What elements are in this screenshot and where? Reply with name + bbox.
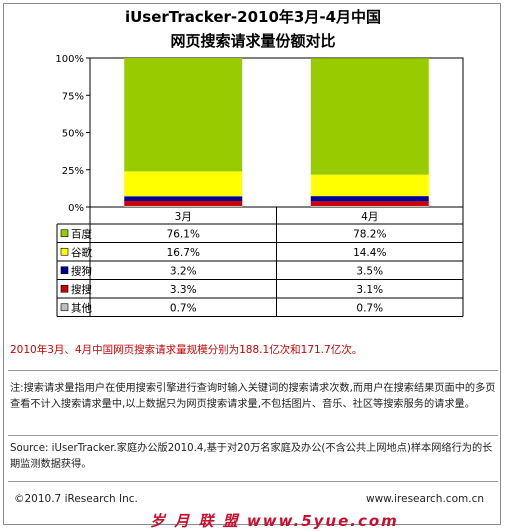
- bar-segment: [310, 201, 429, 206]
- y-tick-label: 75%: [62, 91, 84, 102]
- legend-swatch: [60, 284, 69, 293]
- divider: [8, 370, 498, 371]
- data-label: 16.7%: [167, 247, 200, 259]
- y-tick-label: 0%: [68, 203, 84, 214]
- bar-series: [124, 58, 429, 207]
- bar-segment: [124, 196, 243, 202]
- scale-note: 2010年3月、4月中国网页搜索请求量规模分别为188.1亿次和171.7亿次。: [10, 344, 363, 356]
- watermark: 岁 月 联 盟 www.5yue.com: [150, 512, 399, 530]
- data-label: 14.4%: [353, 247, 386, 259]
- bar-segment: [310, 174, 429, 197]
- y-tick-label: 50%: [62, 129, 84, 140]
- y-tick-label: 100%: [55, 54, 84, 65]
- bar-segment: [124, 201, 243, 206]
- y-tick-label: 25%: [62, 166, 84, 177]
- series-name: 百度: [71, 227, 92, 240]
- legend-swatch: [60, 266, 69, 275]
- data-label: 76.1%: [167, 228, 200, 240]
- divider: [8, 481, 498, 482]
- chart-title-line2: 网页搜索请求量份额对比: [170, 32, 336, 50]
- bar-segment: [310, 58, 429, 175]
- data-label: 0.7%: [356, 302, 383, 314]
- definition-note: 注:搜索请求量指用户在使用搜索引擎进行查询时输入关键词的搜索请求次数,而用户在搜…: [10, 383, 496, 410]
- footer-url: www.iresearch.com.cn: [365, 493, 484, 505]
- data-label: 0.7%: [170, 302, 197, 314]
- data-label: 3.5%: [356, 265, 383, 277]
- legend-swatch: [60, 247, 69, 256]
- series-name: 谷歌: [71, 246, 92, 259]
- bar-segment: [310, 196, 429, 202]
- data-label: 78.2%: [353, 228, 386, 240]
- data-label: 3.3%: [170, 284, 197, 296]
- bar-segment: [124, 58, 243, 172]
- legend-swatch: [60, 229, 69, 238]
- series-name: 其他: [71, 301, 92, 314]
- bar-segment: [310, 205, 429, 207]
- series-name: 搜搜: [71, 283, 92, 296]
- chart-title-line1: iUserTracker-2010年3月-4月中国: [124, 8, 382, 26]
- legend-swatch: [60, 303, 69, 312]
- source-note: Source: iUserTracker.家庭办公版2010.4,基于对20万名…: [10, 443, 493, 470]
- series-name: 搜狗: [71, 264, 92, 277]
- data-label: 3.2%: [170, 265, 197, 277]
- bar-segment: [124, 171, 243, 197]
- data-label: 3.1%: [356, 284, 383, 296]
- y-axis: 0% 25% 50% 75% 100%: [55, 54, 90, 214]
- category-label: 4月: [361, 211, 378, 223]
- footer-copyright: ©2010.7 iResearch Inc.: [14, 493, 138, 505]
- divider: [8, 435, 498, 436]
- bar-segment: [124, 205, 243, 207]
- category-label: 3月: [175, 211, 192, 223]
